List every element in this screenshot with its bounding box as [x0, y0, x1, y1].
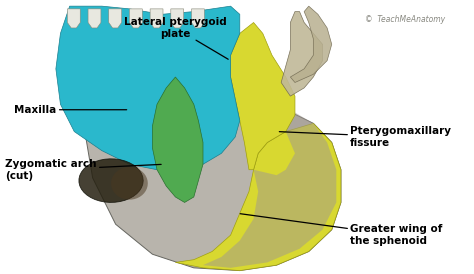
Text: Zygomatic arch
(cut): Zygomatic arch (cut): [5, 159, 161, 181]
Polygon shape: [175, 123, 341, 271]
Polygon shape: [111, 167, 148, 200]
Polygon shape: [291, 6, 332, 82]
Polygon shape: [56, 6, 240, 170]
Polygon shape: [230, 22, 295, 170]
Polygon shape: [88, 9, 101, 28]
Polygon shape: [129, 9, 142, 28]
Polygon shape: [79, 159, 143, 202]
Text: Lateral pterygoid
plate: Lateral pterygoid plate: [124, 17, 228, 59]
Text: Maxilla: Maxilla: [15, 105, 127, 115]
Polygon shape: [67, 9, 80, 28]
Text: ©  TeachMeAnatomy: © TeachMeAnatomy: [365, 15, 446, 24]
Polygon shape: [171, 9, 184, 28]
Polygon shape: [281, 12, 322, 96]
Polygon shape: [83, 104, 341, 271]
Polygon shape: [150, 9, 163, 28]
Text: Greater wing of
the sphenoid: Greater wing of the sphenoid: [240, 214, 443, 246]
Polygon shape: [109, 9, 122, 28]
Polygon shape: [191, 9, 204, 28]
Polygon shape: [153, 77, 203, 202]
Text: Pterygomaxillary
fissure: Pterygomaxillary fissure: [279, 126, 451, 148]
Polygon shape: [203, 110, 337, 268]
